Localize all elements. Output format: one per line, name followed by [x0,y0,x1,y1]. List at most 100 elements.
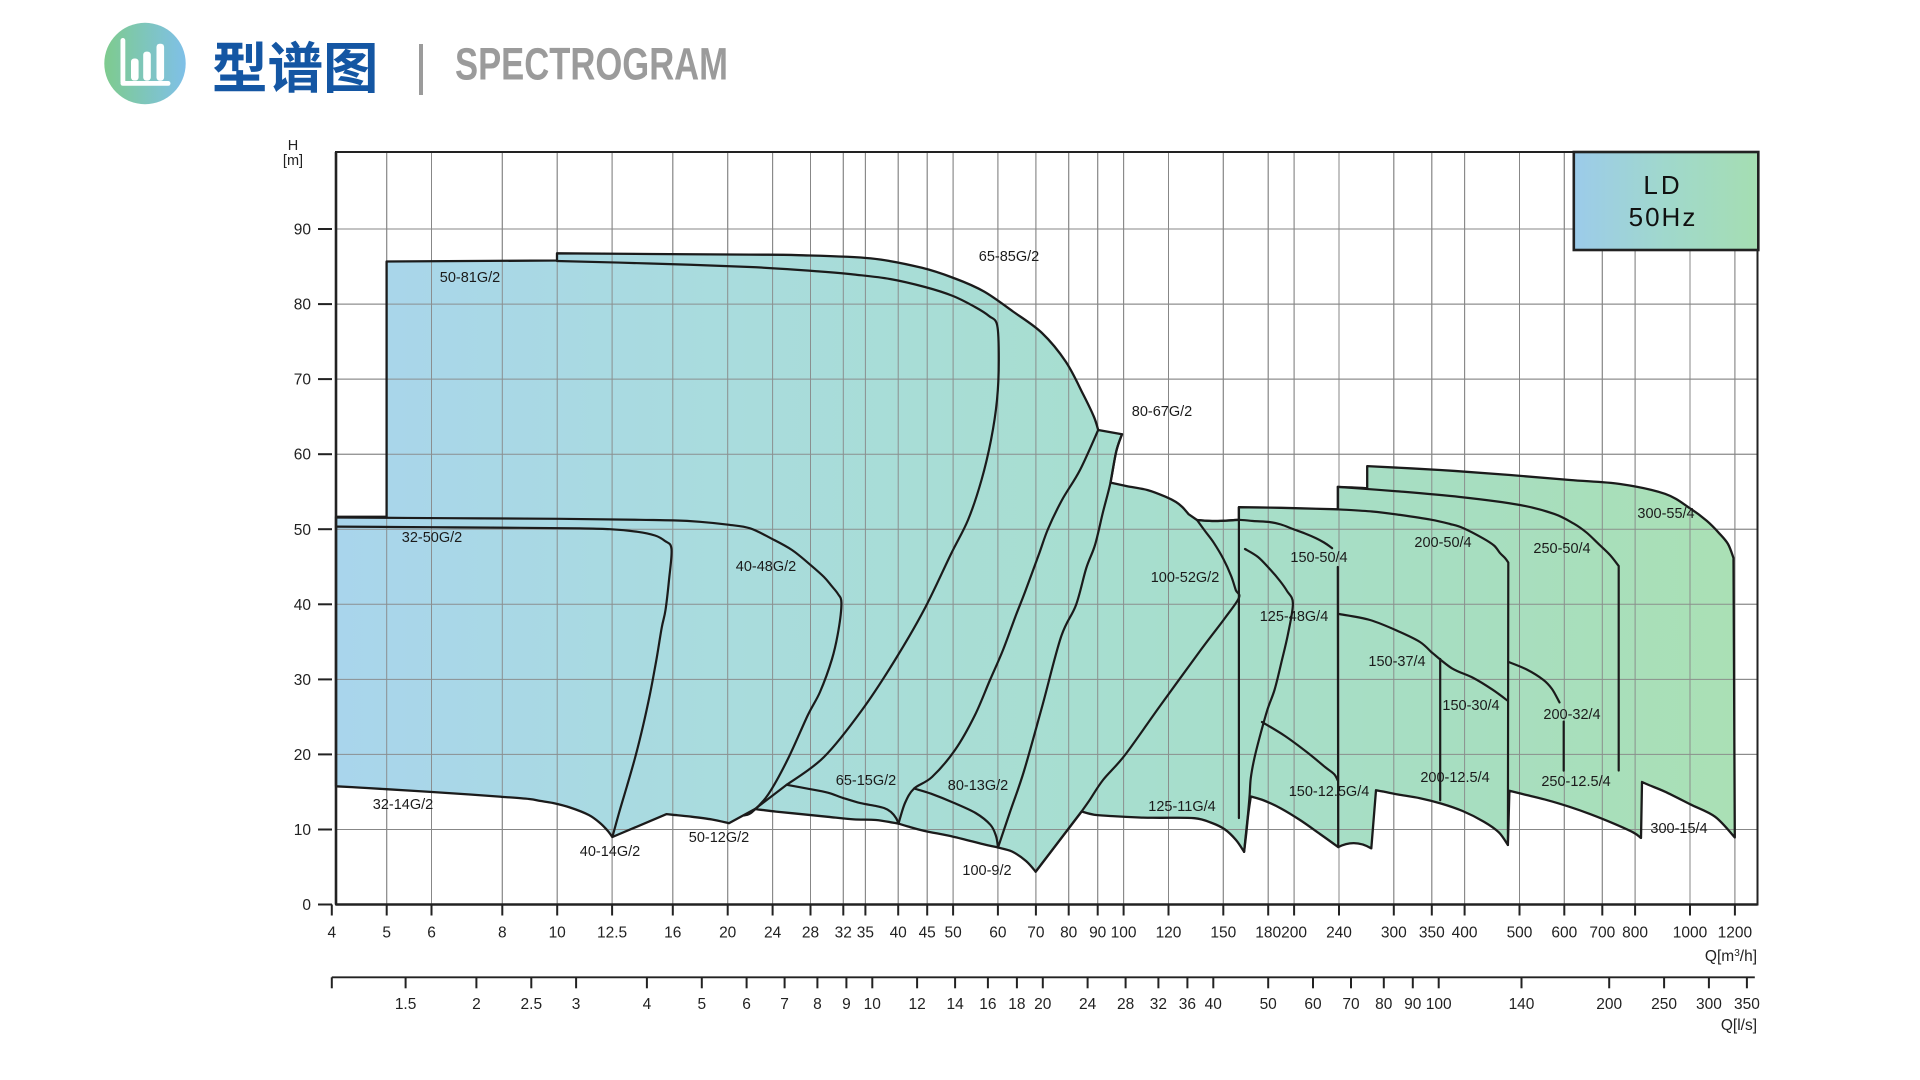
svg-text:70: 70 [294,372,312,389]
svg-text:10: 10 [294,822,312,839]
svg-text:60: 60 [989,925,1007,942]
svg-text:2.5: 2.5 [521,996,543,1013]
svg-text:Q[m3/h]: Q[m3/h] [1705,948,1757,966]
svg-text:150-12.5G/4: 150-12.5G/4 [1289,784,1370,800]
svg-text:100-52G/2: 100-52G/2 [1151,570,1220,586]
svg-text:50-81G/2: 50-81G/2 [440,270,500,286]
svg-text:0: 0 [302,897,311,914]
svg-text:100-9/2: 100-9/2 [962,863,1011,879]
svg-text:4: 4 [327,925,336,942]
svg-text:2: 2 [472,996,481,1013]
svg-text:40: 40 [890,925,908,942]
svg-text:28: 28 [802,925,819,942]
svg-text:65-85G/2: 65-85G/2 [979,249,1039,265]
svg-text:80: 80 [294,297,312,314]
svg-text:6: 6 [742,996,751,1013]
svg-text:125-48G/4: 125-48G/4 [1260,609,1329,625]
svg-text:45: 45 [919,925,936,942]
svg-text:300-15/4: 300-15/4 [1650,821,1707,837]
svg-text:125-11G/4: 125-11G/4 [1148,799,1215,815]
svg-text:35: 35 [857,925,874,942]
svg-text:250: 250 [1651,996,1677,1013]
svg-text:5: 5 [382,925,391,942]
svg-text:60: 60 [294,447,312,464]
svg-text:14: 14 [946,996,964,1013]
svg-text:10: 10 [549,925,567,942]
svg-text:9: 9 [842,996,851,1013]
svg-text:50: 50 [944,925,962,942]
svg-text:300: 300 [1696,996,1722,1013]
svg-text:8: 8 [813,996,822,1013]
svg-text:32-14G/2: 32-14G/2 [373,797,433,813]
svg-text:20: 20 [719,925,737,942]
svg-text:120: 120 [1156,925,1182,942]
svg-text:40: 40 [294,597,312,614]
svg-text:80: 80 [1060,925,1078,942]
svg-text:5: 5 [697,996,706,1013]
svg-text:140: 140 [1509,996,1535,1013]
svg-text:32: 32 [835,925,852,942]
svg-text:80: 80 [1375,996,1393,1013]
svg-text:[m]: [m] [283,153,303,169]
svg-text:500: 500 [1507,925,1533,942]
svg-text:12: 12 [908,996,925,1013]
svg-text:Q[l/s]: Q[l/s] [1721,1017,1757,1034]
svg-text:80-13G/2: 80-13G/2 [948,778,1008,794]
svg-text:65-15G/2: 65-15G/2 [836,773,896,789]
svg-text:50: 50 [1260,996,1278,1013]
svg-text:50Hz: 50Hz [1629,202,1698,232]
svg-text:3: 3 [572,996,581,1013]
svg-text:600: 600 [1551,925,1577,942]
svg-text:6: 6 [427,925,436,942]
svg-text:20: 20 [1034,996,1052,1013]
svg-text:400: 400 [1452,925,1478,942]
svg-text:32: 32 [1150,996,1167,1013]
svg-text:60: 60 [1304,996,1322,1013]
svg-text:150: 150 [1210,925,1236,942]
svg-text:70: 70 [1342,996,1360,1013]
svg-text:LD: LD [1643,170,1682,200]
svg-text:180: 180 [1255,925,1281,942]
svg-text:12.5: 12.5 [597,925,627,942]
svg-text:100: 100 [1426,996,1452,1013]
svg-text:28: 28 [1117,996,1134,1013]
svg-text:30: 30 [294,672,312,689]
svg-text:16: 16 [979,996,996,1013]
svg-text:200: 200 [1596,996,1622,1013]
svg-text:36: 36 [1179,996,1196,1013]
svg-text:700: 700 [1589,925,1615,942]
svg-text:10: 10 [864,996,882,1013]
svg-text:1.5: 1.5 [395,996,417,1013]
svg-text:200-50/4: 200-50/4 [1414,535,1471,551]
svg-text:1200: 1200 [1718,925,1753,942]
svg-text:200-32/4: 200-32/4 [1543,707,1600,723]
svg-text:SPECTROGRAM: SPECTROGRAM [455,39,728,90]
svg-text:250-50/4: 250-50/4 [1533,541,1590,557]
svg-text:240: 240 [1326,925,1352,942]
svg-text:40-48G/2: 40-48G/2 [736,559,796,575]
svg-text:32-50G/2: 32-50G/2 [402,530,462,546]
svg-text:350: 350 [1734,996,1760,1013]
svg-text:18: 18 [1008,996,1025,1013]
svg-text:300: 300 [1381,925,1407,942]
svg-text:16: 16 [664,925,681,942]
svg-text:250-12.5/4: 250-12.5/4 [1541,774,1610,790]
svg-text:20: 20 [294,747,312,764]
svg-text:8: 8 [498,925,507,942]
svg-text:100: 100 [1111,925,1137,942]
svg-text:200: 200 [1281,925,1307,942]
svg-text:90: 90 [1089,925,1107,942]
svg-text:50-12G/2: 50-12G/2 [689,830,749,846]
svg-text:50: 50 [294,522,312,539]
svg-text:40-14G/2: 40-14G/2 [580,844,640,860]
svg-text:H: H [288,138,298,154]
svg-text:90: 90 [1404,996,1422,1013]
svg-text:150-37/4: 150-37/4 [1368,654,1425,670]
svg-text:150-30/4: 150-30/4 [1442,698,1499,714]
svg-text:300-55/4: 300-55/4 [1637,506,1694,522]
svg-text:1000: 1000 [1673,925,1708,942]
svg-text:200-12.5/4: 200-12.5/4 [1420,770,1489,786]
svg-text:70: 70 [1027,925,1045,942]
svg-text:24: 24 [1079,996,1097,1013]
svg-text:150-50/4: 150-50/4 [1290,550,1347,566]
